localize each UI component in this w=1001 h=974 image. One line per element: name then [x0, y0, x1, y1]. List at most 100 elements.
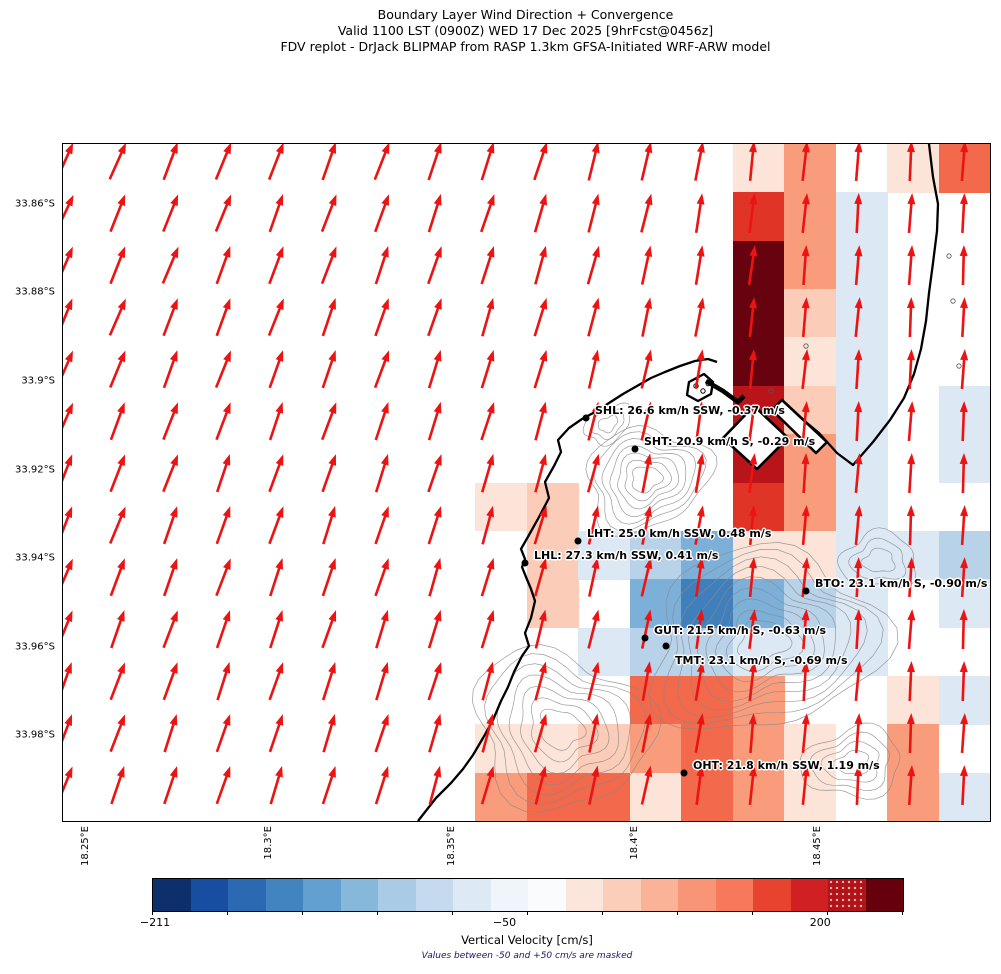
wind-arrow: [375, 617, 387, 649]
colorbar-segment: [378, 879, 416, 911]
colorbar-tick-label: 200: [809, 916, 831, 929]
colorbar-segment: [153, 879, 191, 911]
wind-arrow-head: [433, 713, 442, 726]
wind-arrow-head: [644, 297, 653, 309]
wind-arrow-head: [434, 298, 442, 310]
wind-arrow: [533, 513, 546, 545]
wind-arrow: [162, 617, 177, 649]
wind-arrow-head: [696, 505, 705, 517]
wind-arrow: [321, 461, 335, 493]
wind-arrow-head: [854, 557, 863, 569]
wind-arrow: [641, 720, 650, 753]
wind-arrow: [748, 356, 755, 390]
convergence-cell: [681, 579, 733, 629]
wind-arrow-head: [433, 662, 442, 674]
y-tick-label: 33.86°S: [15, 198, 55, 210]
wind-arrow-head: [591, 349, 600, 362]
wind-arrow: [534, 669, 546, 701]
wind-arrow-head: [433, 609, 442, 622]
wind-arrow: [748, 512, 755, 546]
wind-arrow: [694, 304, 703, 337]
wind-arrow: [268, 513, 282, 545]
wind-arrow: [855, 200, 860, 234]
wind-arrow-head: [854, 661, 863, 673]
wind-arrow: [641, 668, 650, 701]
wind-arrow-head: [116, 766, 125, 778]
wind-arrow-head: [169, 350, 178, 362]
colorbar-segment: [303, 879, 341, 911]
wind-arrow-head: [434, 246, 442, 258]
wind-arrow: [854, 668, 861, 702]
convergence-cell: [629, 675, 682, 725]
wind-arrow-head: [433, 505, 442, 518]
wind-arrow-head: [644, 713, 653, 725]
wind-arrow-head: [328, 661, 336, 674]
wind-arrow-head: [170, 298, 178, 311]
convergence-cell: [732, 192, 785, 242]
wind-arrow: [215, 253, 229, 285]
wind-arrow: [480, 461, 493, 493]
station-marker-oht: [680, 769, 688, 777]
wind-arrow-head: [223, 558, 231, 571]
wind-arrow-head: [275, 662, 284, 674]
wind-arrow: [801, 408, 808, 442]
wind-arrow: [428, 565, 440, 597]
harbor-breakwater: [704, 379, 746, 405]
wind-arrow-head: [801, 661, 810, 673]
wind-arrow: [109, 253, 124, 285]
wind-arrow: [427, 305, 441, 337]
plot-title: Boundary Layer Wind Direction + Converge…: [377, 7, 674, 22]
wind-arrow-head: [275, 144, 284, 155]
wind-arrow: [109, 565, 124, 597]
wind-arrow-head: [591, 193, 600, 206]
wind-arrow: [427, 201, 440, 233]
wind-arrow: [63, 201, 72, 221]
wind-arrow: [480, 409, 493, 441]
wind-arrow: [640, 252, 651, 285]
wind-arrow-head: [854, 245, 863, 257]
convergence-cell: [732, 579, 785, 629]
wind-arrow: [854, 252, 861, 286]
wind-arrow: [321, 773, 335, 805]
wind-arrow-head: [381, 506, 389, 518]
colorbar-segment: [415, 879, 453, 911]
wind-arrow: [373, 357, 388, 389]
terrain-contour-line: [496, 663, 631, 796]
wind-arrow: [374, 513, 388, 545]
wind-arrow-head: [959, 765, 968, 777]
wind-arrow: [694, 564, 703, 597]
station-marker-bto: [802, 587, 810, 595]
wind-arrow-head: [381, 298, 389, 310]
wind-arrow: [427, 409, 440, 441]
wind-arrow: [63, 305, 71, 326]
islet-icon: [946, 253, 952, 259]
wind-arrow-head: [854, 349, 863, 361]
wind-arrow: [428, 773, 440, 805]
wind-arrow: [321, 617, 335, 649]
wind-arrow-head: [801, 401, 810, 413]
wind-arrow: [749, 720, 755, 754]
colorbar-tick: [452, 911, 453, 915]
wind-arrow-head: [644, 505, 653, 517]
terrain-contour-line: [809, 731, 890, 791]
colorbar-segment: [340, 879, 378, 911]
colorbar-note: Values between -50 and +50 cm/s are mask…: [421, 951, 633, 961]
wind-arrow-head: [328, 505, 336, 518]
wind-arrow-head: [328, 402, 337, 414]
wind-arrow: [961, 772, 966, 806]
wind-arrow-head: [801, 193, 810, 205]
convergence-cell: [681, 530, 733, 580]
wind-arrow-head: [907, 609, 916, 621]
wind-arrow: [908, 304, 913, 338]
colorbar-segment: [828, 879, 866, 911]
wind-arrow-head: [801, 349, 810, 361]
colorbar-tick: [902, 911, 903, 915]
wind-arrow-head: [854, 144, 863, 153]
y-tick-label: 33.92°S: [15, 464, 55, 476]
wind-arrow-head: [960, 349, 969, 361]
wind-arrow-head: [328, 766, 336, 778]
wind-arrow: [480, 253, 493, 285]
wind-arrow: [908, 512, 913, 546]
wind-arrow: [321, 357, 335, 389]
